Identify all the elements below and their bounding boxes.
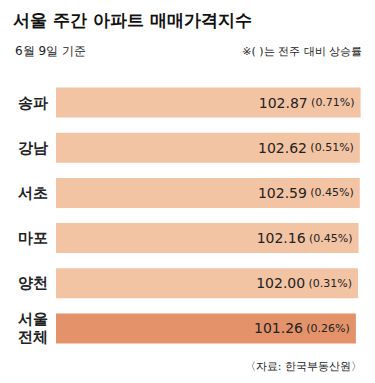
- svg-text:양천: 양천: [18, 274, 48, 292]
- svg-text:서울 주간 아파트 매매가격지수: 서울 주간 아파트 매매가격지수: [13, 10, 252, 30]
- svg-text:6월 9일 기준: 6월 9일 기준: [15, 44, 86, 58]
- svg-text:송파: 송파: [18, 94, 48, 112]
- svg-text:102.00: 102.00: [256, 275, 305, 291]
- svg-text:(0.51%): (0.51%): [310, 141, 354, 154]
- svg-text:〈자료: 한국부동산원〉: 〈자료: 한국부동산원〉: [245, 360, 362, 373]
- svg-text:(0.45%): (0.45%): [309, 232, 353, 245]
- svg-text:(0.31%): (0.31%): [309, 277, 353, 290]
- svg-text:※( )는 전주 대비 상승률: ※( )는 전주 대비 상승률: [242, 45, 362, 58]
- svg-text:102.62: 102.62: [258, 140, 307, 156]
- svg-text:전체: 전체: [18, 328, 48, 346]
- svg-text:102.16: 102.16: [257, 230, 306, 246]
- svg-text:(0.71%): (0.71%): [311, 96, 355, 109]
- svg-text:102.87: 102.87: [259, 95, 308, 111]
- svg-text:(0.26%): (0.26%): [306, 322, 350, 335]
- svg-text:102.59: 102.59: [258, 185, 307, 201]
- svg-text:(0.45%): (0.45%): [310, 186, 354, 199]
- svg-text:서초: 서초: [18, 184, 48, 202]
- svg-text:마포: 마포: [18, 229, 48, 247]
- svg-text:101.26: 101.26: [254, 320, 303, 336]
- svg-text:서울: 서울: [18, 310, 48, 328]
- svg-text:강남: 강남: [18, 139, 48, 157]
